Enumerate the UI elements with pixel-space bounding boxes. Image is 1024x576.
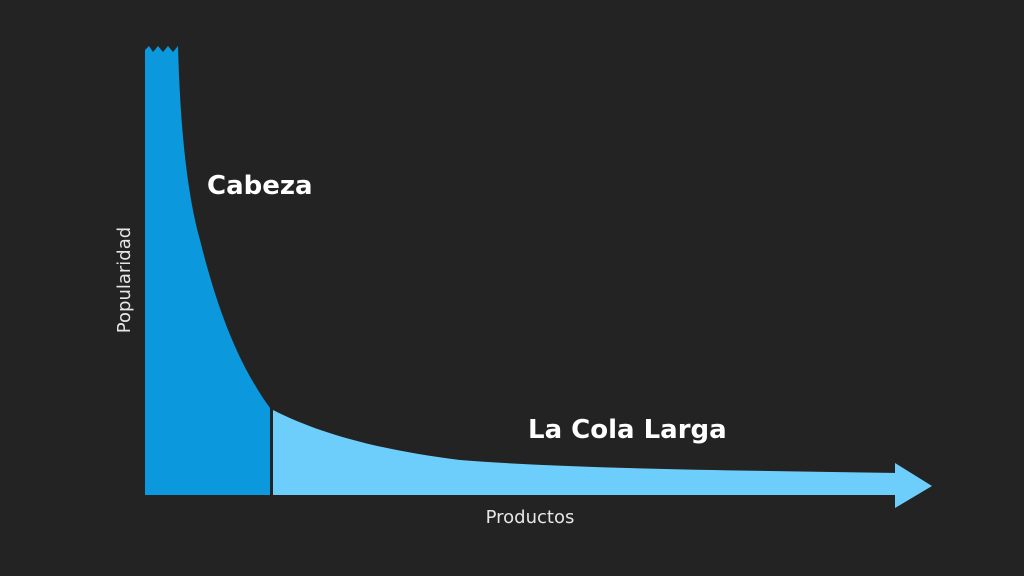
- x-axis-label: Productos: [486, 507, 575, 528]
- head-label: Cabeza: [207, 171, 313, 201]
- tail-area: [273, 410, 932, 508]
- head-area: [145, 46, 270, 495]
- tail-label: La Cola Larga: [528, 415, 727, 445]
- y-axis-label: Popularidad: [114, 227, 135, 333]
